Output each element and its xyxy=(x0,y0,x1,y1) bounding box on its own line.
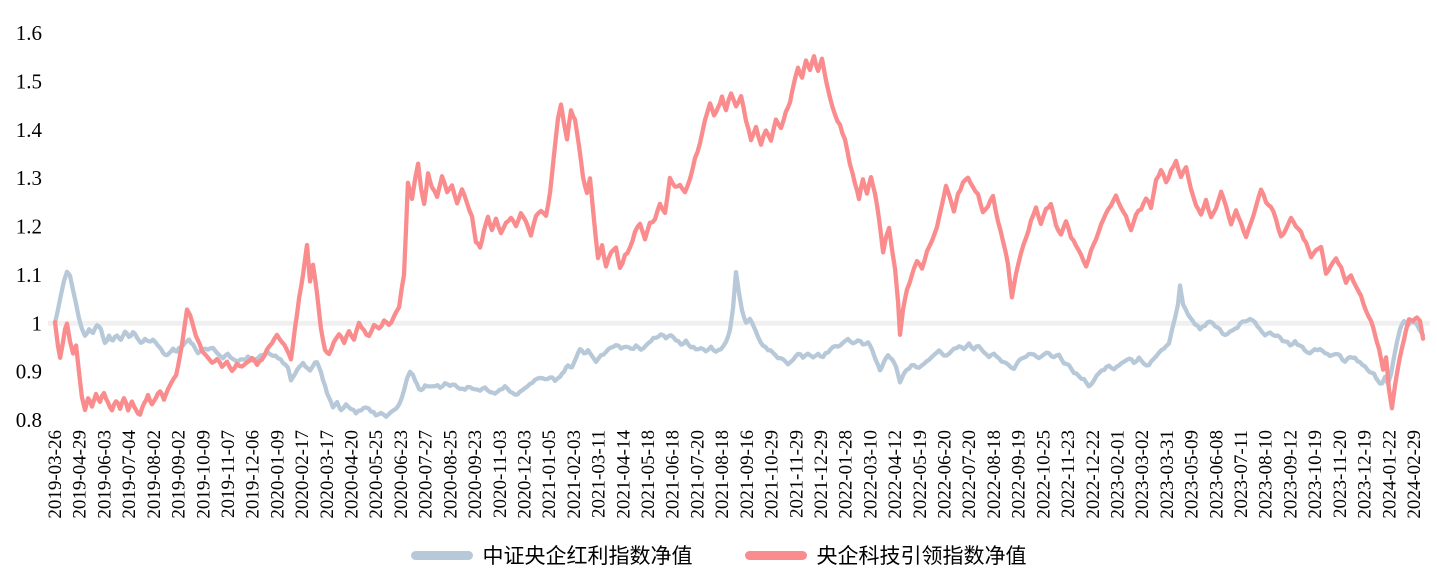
x-axis-label: 2022-01-28 xyxy=(836,430,857,519)
x-axis-label: 2021-04-14 xyxy=(613,430,634,519)
x-axis-label: 2023-03-31 xyxy=(1157,430,1178,519)
x-axis-label: 2021-09-16 xyxy=(737,430,758,519)
x-axis-label: 2021-03-11 xyxy=(589,430,610,518)
x-axis-label: 2023-09-12 xyxy=(1280,430,1301,519)
y-axis-label: 1 xyxy=(32,311,43,335)
x-axis-label: 2020-09-23 xyxy=(465,430,486,519)
x-axis-label: 2021-01-05 xyxy=(539,430,560,519)
x-axis-label: 2020-05-25 xyxy=(366,430,387,519)
x-axis-label: 2021-12-29 xyxy=(811,430,832,519)
x-axis-label: 2019-12-06 xyxy=(243,430,264,519)
x-axis-label: 2020-08-25 xyxy=(440,430,461,519)
y-axis-label: 1.6 xyxy=(16,21,42,45)
x-axis-label: 2020-06-23 xyxy=(391,430,412,519)
x-axis-label: 2020-12-03 xyxy=(514,430,535,519)
x-axis-label: 2023-11-20 xyxy=(1330,430,1351,518)
x-axis-label: 2021-05-18 xyxy=(638,430,659,519)
x-axis-label: 2021-10-29 xyxy=(762,430,783,519)
y-axis-label: 1.4 xyxy=(16,118,43,142)
x-axis-label: 2019-09-02 xyxy=(169,430,190,519)
x-axis-label: 2023-03-02 xyxy=(1132,430,1153,519)
x-axis-label: 2021-08-18 xyxy=(712,430,733,519)
x-axis-label: 2021-11-29 xyxy=(786,430,807,518)
x-axis-label: 2020-04-20 xyxy=(342,430,363,519)
x-axis-label: 2020-03-17 xyxy=(317,430,338,519)
x-axis-label: 2022-12-22 xyxy=(1083,430,1104,519)
y-axis-label: 0.8 xyxy=(16,408,42,432)
y-axis-label: 1.2 xyxy=(16,215,42,239)
chart-legend: 中证央企红利指数净值 央企科技引领指数净值 xyxy=(0,540,1437,570)
x-axis-label: 2023-06-08 xyxy=(1206,430,1227,519)
gridline-1.0 xyxy=(48,320,1430,326)
y-axis-label: 1.3 xyxy=(16,166,42,190)
x-axis-label: 2023-02-01 xyxy=(1107,430,1128,519)
x-axis-label: 2020-07-27 xyxy=(416,430,437,519)
x-axis-label: 2023-12-19 xyxy=(1355,430,1376,519)
x-axis-label: 2021-06-18 xyxy=(663,430,684,519)
x-axis-label: 2022-05-19 xyxy=(910,430,931,519)
x-axis-label: 2022-06-20 xyxy=(935,430,956,519)
y-axis-label: 1.1 xyxy=(16,263,42,287)
x-axis-label: 2024-01-22 xyxy=(1379,430,1400,519)
tech-index-line xyxy=(52,54,1426,417)
x-axis-label: 2020-01-09 xyxy=(267,430,288,519)
x-axis-label: 2019-08-02 xyxy=(144,430,165,519)
x-axis-label: 2024-02-29 xyxy=(1404,430,1425,519)
x-axis-label: 2022-04-12 xyxy=(885,430,906,519)
x-axis-label: 2022-09-19 xyxy=(1009,430,1030,519)
x-axis-label: 2019-04-29 xyxy=(70,430,91,519)
x-axis-label: 2022-07-20 xyxy=(959,430,980,519)
x-axis-label: 2023-08-10 xyxy=(1256,430,1277,519)
x-axis-label: 2022-10-25 xyxy=(1033,430,1054,519)
legend-item-dividend-index: 中证央企红利指数净值 xyxy=(410,540,693,570)
x-axis-label: 2019-06-03 xyxy=(94,430,115,519)
x-axis-label: 2019-11-07 xyxy=(218,430,239,518)
x-axis-label: 2019-03-26 xyxy=(45,430,66,519)
dividend-index-legend-label: 中证央企红利指数净值 xyxy=(482,544,693,568)
dividend-index-line xyxy=(52,269,1426,419)
x-axis-label: 2020-11-03 xyxy=(490,430,511,518)
y-axis-label: 1.5 xyxy=(16,69,42,93)
x-axis-label: 2019-10-09 xyxy=(193,430,214,519)
x-axis-label: 2022-11-23 xyxy=(1058,430,1079,518)
x-axis-label: 2022-03-10 xyxy=(860,430,881,519)
x-axis-label: 2022-08-18 xyxy=(984,430,1005,519)
x-axis-label: 2023-05-09 xyxy=(1182,430,1203,519)
dividend-index-legend-swatch xyxy=(410,550,473,560)
x-axis-label: 2021-07-20 xyxy=(687,430,708,519)
tech-index-legend-swatch xyxy=(744,550,807,560)
legend-item-tech-index: 央企科技引领指数净值 xyxy=(744,540,1027,570)
x-axis-label: 2023-10-19 xyxy=(1305,430,1326,519)
x-axis-label: 2020-02-17 xyxy=(292,430,313,519)
y-axis-label: 0.9 xyxy=(16,360,42,384)
x-axis-label: 2019-07-04 xyxy=(119,430,140,519)
x-axis-label: 2021-02-03 xyxy=(564,430,585,519)
x-axis-label: 2023-07-11 xyxy=(1231,430,1252,518)
tech-index-legend-label: 央企科技引领指数净值 xyxy=(816,544,1027,568)
